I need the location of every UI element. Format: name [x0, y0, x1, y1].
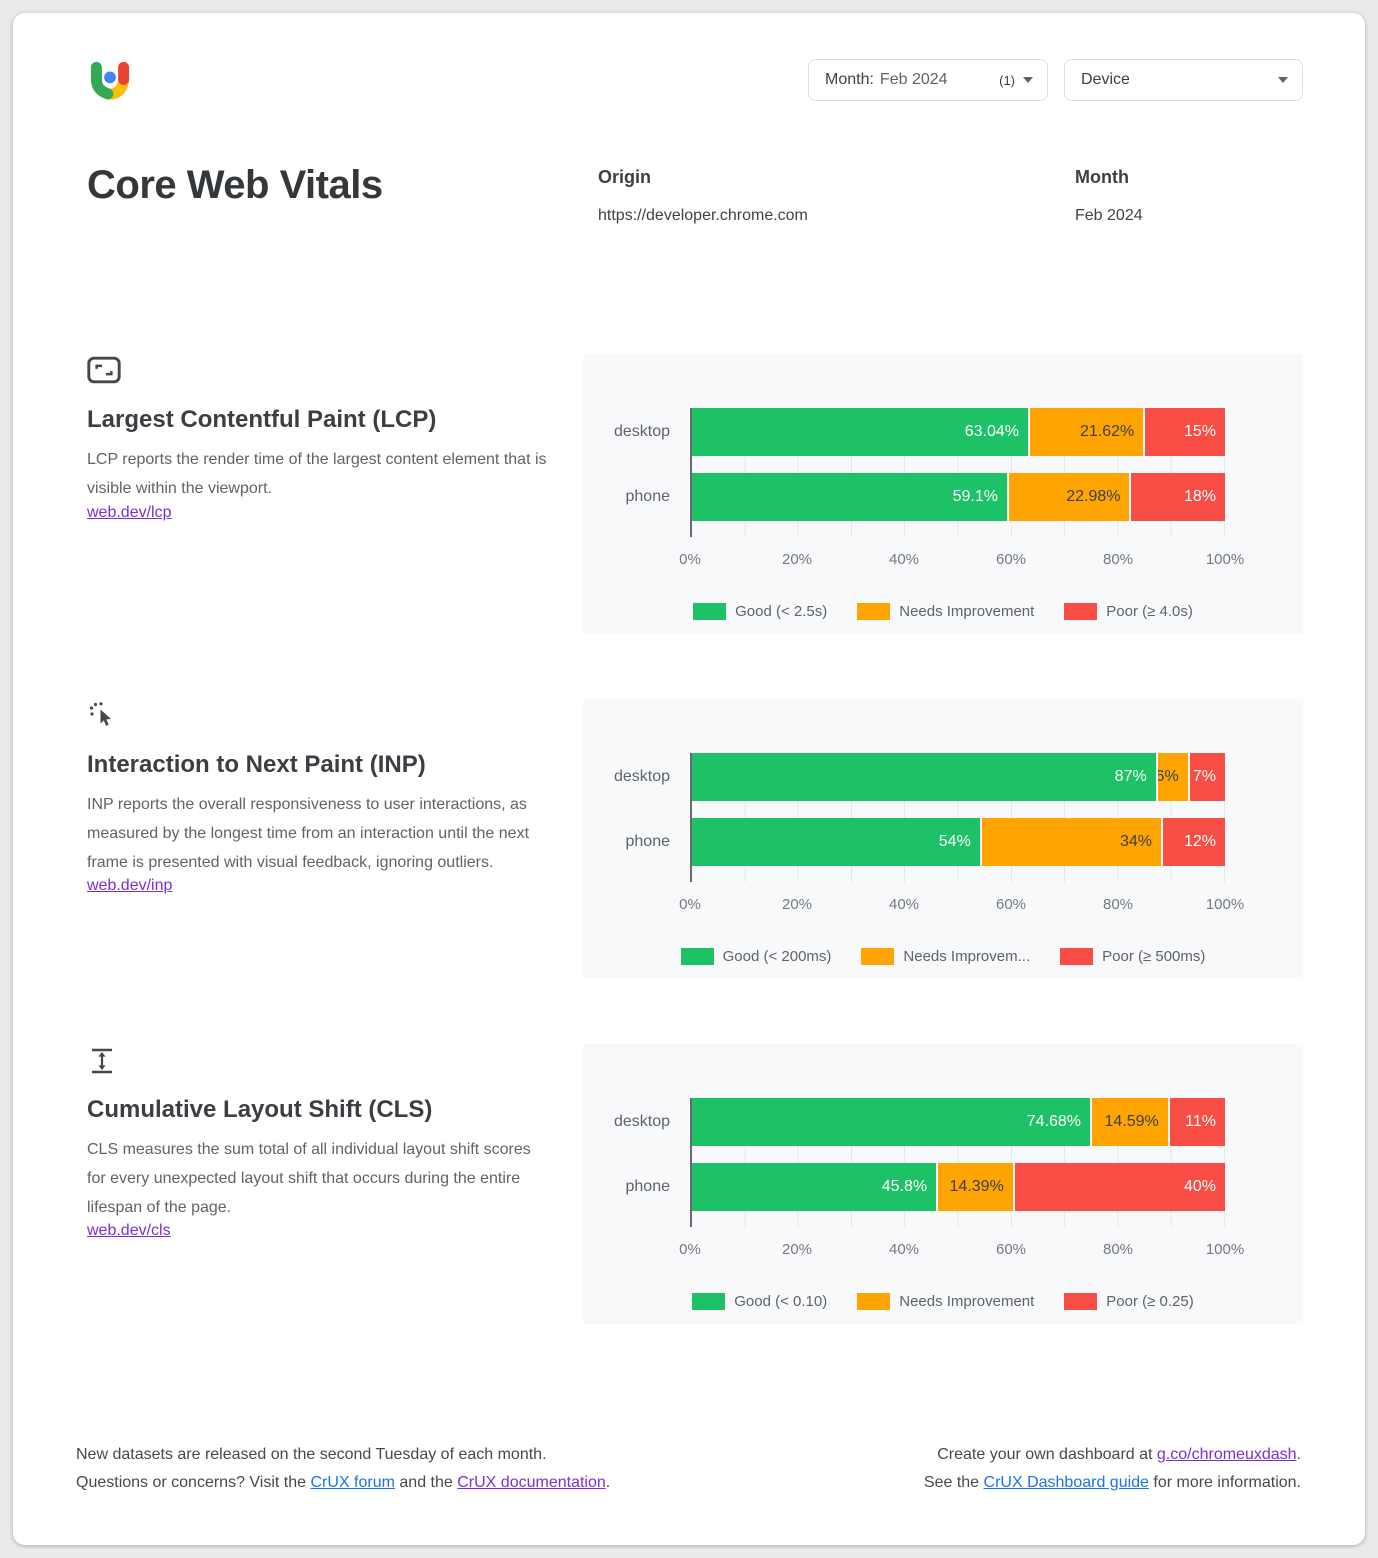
footer-questions-line: Questions or concerns? Visit the CrUX fo… — [76, 1473, 611, 1491]
crux-logo — [90, 61, 130, 100]
cls-chart-panel: desktop 74.68% 14.59% 11% phone 45.8% 14… — [583, 1044, 1303, 1324]
header: Month: Feb 2024 (1) Device — [13, 13, 1365, 103]
cls-desktop-good-segment[interactable]: 74.68% — [692, 1098, 1091, 1146]
good-swatch — [680, 948, 714, 965]
lcp-chart-panel: desktop 63.04% 21.62% 15% phone 59.1% 22… — [583, 354, 1303, 634]
crux-forum-link[interactable]: CrUX forum — [310, 1473, 395, 1491]
origin-meta: Origin https://developer.chrome.com — [598, 163, 1075, 225]
needs-improvement-swatch — [857, 603, 891, 620]
x-axis: 0% 20% 40% 60% 80% 100% — [679, 896, 1245, 913]
inp-phone-poor-segment[interactable]: 12% — [1161, 818, 1225, 866]
row-label: phone — [625, 1178, 671, 1195]
cls-doc-link[interactable]: web.dev/cls — [87, 1222, 171, 1240]
lcp-phone-good-segment[interactable]: 59.1% — [692, 473, 1007, 521]
bar-row-phone: phone 45.8% 14.39% 40% — [626, 1163, 1225, 1211]
month-filter-value: Feb 2024 — [879, 71, 948, 88]
section-title: Largest Contentful Paint (LCP) — [87, 406, 437, 433]
x-axis: 0% 20% 40% 60% 80% 100% — [679, 1241, 1245, 1258]
month-filter-count: (1) — [999, 72, 1015, 88]
inp-phone-ni-segment[interactable]: 34% — [979, 818, 1162, 866]
page-title: Core Web Vitals — [87, 163, 383, 207]
section-lcp: Largest Contentful Paint (LCP) LCP repor… — [13, 354, 1365, 634]
row-label: phone — [625, 833, 671, 850]
chevron-down-icon — [1278, 77, 1288, 83]
cls-phone-good-segment[interactable]: 45.8% — [692, 1163, 937, 1211]
origin-label: Origin — [598, 167, 651, 187]
poor-swatch — [1064, 1293, 1098, 1310]
crux-documentation-link[interactable]: CrUX documentation — [457, 1473, 606, 1491]
cls-legend: Good (< 0.10) Needs Improvement Poor (≥ … — [583, 1293, 1303, 1310]
dashboard-guide-link[interactable]: CrUX Dashboard guide — [983, 1473, 1149, 1491]
footer-create-dashboard-line: Create your own dashboard at g.co/chrome… — [937, 1446, 1301, 1463]
inp-desktop-good-segment[interactable]: 87% — [692, 753, 1156, 801]
row-label: desktop — [613, 768, 670, 785]
month-filter-dropdown[interactable]: Month: Feb 2024 (1) — [808, 59, 1048, 101]
bar-row-desktop: desktop 87% 6% 7% — [614, 753, 1225, 801]
poor-swatch — [1064, 603, 1098, 620]
needs-improvement-swatch — [857, 1293, 891, 1310]
good-swatch — [693, 603, 727, 620]
bar-row-desktop: desktop 74.68% 14.59% 11% — [614, 1098, 1225, 1146]
inp-desktop-poor-segment[interactable]: 7% — [1187, 753, 1225, 801]
section-title: Interaction to Next Paint (INP) — [87, 751, 426, 778]
bar-row-phone: phone 59.1% 22.98% 18% — [626, 473, 1225, 521]
row-label: phone — [625, 488, 671, 505]
poor-swatch — [1060, 948, 1094, 965]
lcp-legend: Good (< 2.5s) Needs Improvement Poor (≥ … — [583, 603, 1303, 620]
bar-row-phone: phone 54% 34% 12% — [626, 818, 1225, 866]
lcp-desktop-poor-segment[interactable]: 15% — [1143, 408, 1225, 456]
footer: New datasets are released on the second … — [13, 1441, 1365, 1496]
chevron-down-icon — [1023, 77, 1033, 83]
footer-release-note: New datasets are released on the second … — [76, 1446, 547, 1463]
row-label: desktop — [613, 1113, 670, 1130]
lcp-desktop-ni-segment[interactable]: 21.62% — [1028, 408, 1144, 456]
month-value: Feb 2024 — [1075, 207, 1143, 224]
inp-phone-good-segment[interactable]: 54% — [692, 818, 980, 866]
section-cls: Cumulative Layout Shift (CLS) CLS measur… — [13, 1044, 1365, 1324]
device-filter-label: Device — [1081, 71, 1130, 88]
device-filter-dropdown[interactable]: Device — [1064, 59, 1303, 101]
section-description: INP reports the overall responsiveness t… — [87, 796, 530, 871]
fit-screen-icon — [87, 356, 553, 390]
section-title: Cumulative Layout Shift (CLS) — [87, 1096, 433, 1123]
good-swatch — [692, 1293, 726, 1310]
cls-phone-poor-segment[interactable]: 40% — [1012, 1163, 1225, 1211]
x-axis: 0% 20% 40% 60% 80% 100% — [679, 551, 1245, 568]
lcp-phone-ni-segment[interactable]: 22.98% — [1007, 473, 1130, 521]
inp-doc-link[interactable]: web.dev/inp — [87, 877, 173, 895]
lcp-desktop-good-segment[interactable]: 63.04% — [692, 408, 1028, 456]
inp-chart-panel: desktop 87% 6% 7% phone 54% 34% 12% — [583, 699, 1303, 979]
cls-desktop-poor-segment[interactable]: 11% — [1167, 1098, 1225, 1146]
needs-improvement-swatch — [861, 948, 895, 965]
lcp-phone-poor-segment[interactable]: 18% — [1129, 473, 1225, 521]
month-label: Month — [1075, 167, 1129, 187]
filter-bar: Month: Feb 2024 (1) Device — [808, 59, 1303, 101]
bar-row-desktop: desktop 63.04% 21.62% 15% — [614, 408, 1225, 456]
cls-plot: desktop 74.68% 14.59% 11% phone 45.8% 14… — [614, 1098, 1225, 1227]
lcp-plot: desktop 63.04% 21.62% 15% phone 59.1% 22… — [614, 408, 1225, 537]
cursor-click-icon — [87, 701, 553, 735]
cls-phone-ni-segment[interactable]: 14.39% — [936, 1163, 1013, 1211]
layout-shift-icon — [87, 1046, 553, 1080]
row-label: desktop — [613, 423, 670, 440]
chromeuxdash-link[interactable]: g.co/chromeuxdash — [1156, 1446, 1297, 1463]
section-inp: Interaction to Next Paint (INP) INP repo… — [13, 699, 1365, 979]
section-description: LCP reports the render time of the large… — [87, 451, 547, 497]
title-row: Core Web Vitals Origin https://developer… — [13, 163, 1365, 225]
month-filter-label: Month: — [825, 71, 874, 88]
footer-guide-line: See the CrUX Dashboard guide for more in… — [923, 1473, 1301, 1491]
origin-value: https://developer.chrome.com — [598, 207, 808, 224]
month-meta: Month Feb 2024 — [1075, 163, 1143, 225]
inp-desktop-ni-segment[interactable]: 6% — [1155, 753, 1188, 801]
lcp-doc-link[interactable]: web.dev/lcp — [87, 503, 172, 521]
inp-plot: desktop 87% 6% 7% phone 54% 34% 12% — [614, 753, 1225, 882]
inp-legend: Good (< 200ms) Needs Improvem... Poor (≥… — [583, 948, 1303, 965]
section-description: CLS measures the sum total of all indivi… — [87, 1141, 531, 1216]
cls-desktop-ni-segment[interactable]: 14.59% — [1090, 1098, 1168, 1146]
dashboard-card: Month: Feb 2024 (1) Device Core Web Vita… — [13, 13, 1365, 1545]
